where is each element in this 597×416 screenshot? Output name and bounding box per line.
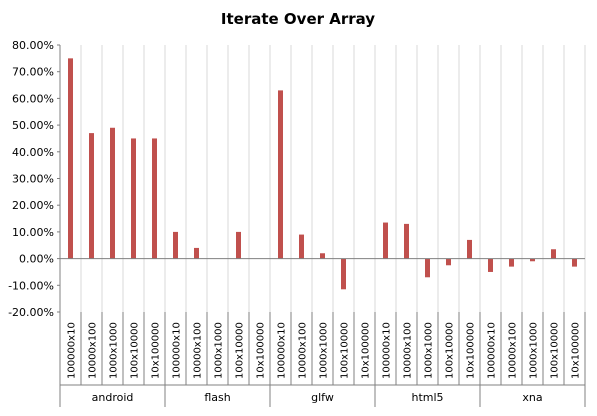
x-tick-label: 1000x1000 bbox=[109, 322, 120, 379]
x-tick-label: 10x100000 bbox=[256, 322, 267, 379]
bar bbox=[509, 258, 514, 267]
x-tick-label: 100x10000 bbox=[445, 322, 456, 379]
y-tick-label: 30.00% bbox=[12, 173, 54, 186]
bar bbox=[299, 234, 304, 259]
x-tick-label: 10000x100 bbox=[88, 322, 99, 379]
x-tick-label: 1000x1000 bbox=[424, 322, 435, 379]
x-tick-label: 10000x100 bbox=[403, 322, 414, 379]
x-tick-label: 1000x1000 bbox=[319, 322, 330, 379]
bar bbox=[194, 247, 199, 259]
x-tick-label: 100000x10 bbox=[67, 322, 78, 379]
y-tick-label: 50.00% bbox=[12, 119, 54, 132]
y-tick-label: -20.00% bbox=[8, 306, 54, 319]
bar bbox=[341, 258, 346, 290]
x-tick-label: 10000x100 bbox=[508, 322, 519, 379]
grid-layer bbox=[59, 45, 586, 312]
x-tick-label: 100000x10 bbox=[172, 322, 183, 379]
bar bbox=[383, 222, 388, 259]
x-tick-label: 10x100000 bbox=[361, 322, 372, 379]
bar bbox=[551, 249, 556, 259]
bar bbox=[488, 258, 493, 272]
bar bbox=[467, 239, 472, 259]
x-tick-label: 100x10000 bbox=[130, 322, 141, 379]
bar bbox=[236, 231, 241, 259]
y-tick-label: 40.00% bbox=[12, 146, 54, 159]
bar bbox=[110, 127, 115, 259]
group-label: android bbox=[92, 391, 134, 404]
bar-layer bbox=[68, 58, 577, 290]
x-tick-label: 10x100000 bbox=[571, 322, 582, 379]
bar bbox=[89, 133, 94, 259]
y-tick-label: 10.00% bbox=[12, 226, 54, 239]
bar bbox=[278, 90, 283, 259]
y-tick-label: 0.00% bbox=[19, 253, 54, 266]
x-tick-label: 10x100000 bbox=[466, 322, 477, 379]
group-label: xna bbox=[522, 391, 542, 404]
chart-title: Iterate Over Array bbox=[221, 10, 375, 28]
y-tick-label: 60.00% bbox=[12, 92, 54, 105]
x-tick-label: 1000x1000 bbox=[529, 322, 540, 379]
y-tick-label: -10.00% bbox=[8, 279, 54, 292]
y-tick-label: 70.00% bbox=[12, 66, 54, 79]
bar bbox=[131, 138, 136, 259]
bar bbox=[152, 138, 157, 259]
bar bbox=[320, 253, 325, 259]
x-tick-label: 100x10000 bbox=[340, 322, 351, 379]
group-label: flash bbox=[204, 391, 230, 404]
group-label: glfw bbox=[311, 391, 334, 404]
label-layer: 80.00% 70.00% 60.00% 50.00% 40.00% 30.00% 20.0… bbox=[8, 39, 581, 404]
x-tick-label: 100x10000 bbox=[550, 322, 561, 379]
axis-layer bbox=[57, 44, 586, 407]
group-label: html5 bbox=[411, 391, 443, 404]
x-tick-label: 10000x100 bbox=[193, 322, 204, 379]
x-tick-label: 100000x10 bbox=[277, 322, 288, 379]
bar bbox=[68, 58, 73, 259]
x-tick-label: 100x10000 bbox=[235, 322, 246, 379]
x-tick-label: 100000x10 bbox=[487, 322, 498, 379]
y-tick-label: 20.00% bbox=[12, 199, 54, 212]
bar bbox=[572, 258, 577, 267]
bar bbox=[425, 258, 430, 278]
x-tick-label: 10000x100 bbox=[298, 322, 309, 379]
x-tick-label: 1000x1000 bbox=[214, 322, 225, 379]
bar bbox=[173, 231, 178, 259]
bar bbox=[530, 258, 535, 262]
x-tick-label: 100000x10 bbox=[382, 322, 393, 379]
x-tick-label: 10x100000 bbox=[151, 322, 162, 379]
y-tick-label: 80.00% bbox=[12, 39, 54, 52]
bar bbox=[404, 223, 409, 259]
bar bbox=[446, 258, 451, 266]
